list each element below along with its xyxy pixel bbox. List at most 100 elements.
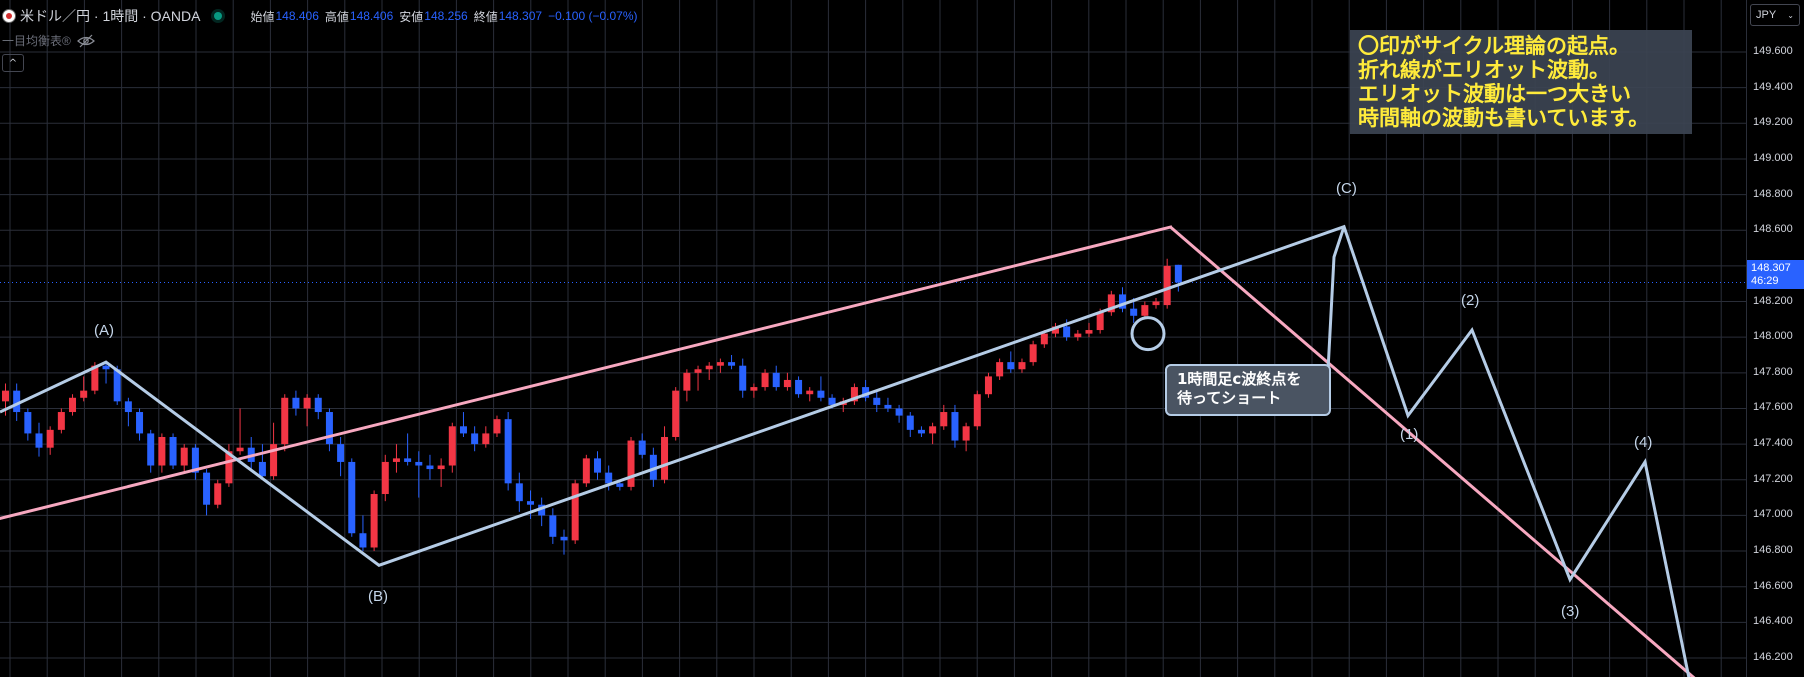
candle-body [694, 369, 702, 373]
candle-body [57, 412, 65, 430]
candle-body [750, 387, 758, 391]
candle-body [225, 451, 233, 484]
candles [2, 258, 1182, 555]
candle-body [493, 419, 501, 434]
candle-body [1029, 344, 1037, 363]
candle-body [906, 415, 914, 430]
wave-label-2: (2) [1461, 292, 1480, 309]
candle-body [605, 472, 613, 484]
price-tick-label: 146.600 [1753, 579, 1793, 592]
candle-body [1174, 264, 1182, 283]
indicator-name[interactable]: 一目均衡表® [2, 34, 71, 48]
candle-body [292, 397, 300, 409]
candle-body [314, 397, 322, 413]
candle-body [482, 433, 490, 445]
candle-body [504, 419, 512, 484]
candle-body [203, 472, 211, 505]
candle-body [136, 412, 144, 434]
candle-body [661, 436, 669, 480]
candle-body [147, 433, 155, 466]
cycle-start-circle [1130, 316, 1166, 352]
candle-body [392, 458, 400, 462]
currency-selector[interactable]: JPY ⌄ [1750, 4, 1800, 26]
candle-body [303, 397, 311, 409]
wave-label-3: (3) [1561, 603, 1580, 620]
indicator-legend[interactable]: 一目均衡表® [2, 32, 95, 49]
chart-area[interactable]: 米ドル／円 · 1時間 · OANDA 始値 148.406 高値 148.406 … [0, 0, 1746, 677]
candle-body [1040, 333, 1048, 345]
candle-body [1007, 362, 1015, 370]
candle-body [80, 390, 88, 398]
eye-off-icon[interactable] [76, 34, 95, 48]
candle-body [124, 401, 132, 413]
symbol-legend[interactable]: 米ドル／円 · 1時間 · OANDA 始値 148.406 高値 148.406 … [2, 6, 638, 26]
callout-note[interactable]: 1時間足c波終点を 待ってショート [1165, 364, 1331, 416]
pink-channel-line [0, 225, 1173, 521]
candle-body [381, 461, 389, 495]
price-tick-label: 148.600 [1753, 223, 1793, 236]
price-tick-label: 149.600 [1753, 45, 1793, 57]
candle-body [415, 461, 423, 466]
wave-label-A: (A) [94, 322, 114, 339]
candle-body [13, 390, 21, 413]
chevron-up-icon: ^ [8, 57, 18, 69]
candle-body [180, 447, 188, 466]
candle-body [404, 458, 412, 462]
candle-body [1096, 312, 1104, 331]
candle-body [46, 429, 54, 448]
close-value: 148.307 [498, 9, 543, 23]
candle-body [35, 433, 43, 448]
market-status-icon[interactable] [214, 12, 223, 20]
note-line: エリオット波動は一つ大きい [1358, 82, 1631, 106]
low-value: 148.256 [424, 9, 468, 23]
price-axis[interactable]: 149.600 149.400 149.200 149.000 148.800 148.6… [1746, 0, 1804, 677]
candle-body [370, 494, 378, 548]
price-tick-label: 148.800 [1753, 187, 1793, 200]
candle-body [2, 390, 9, 402]
candle-body [459, 426, 467, 434]
candle-body [683, 372, 691, 391]
candle-body [471, 433, 479, 445]
price-tick-label: 147.400 [1753, 437, 1793, 450]
wave-label-B: (B) [368, 588, 388, 605]
candle-body [705, 365, 713, 370]
candle-body [437, 465, 445, 470]
open-label: 始値 [250, 9, 275, 24]
collapse-legend-button[interactable]: ^ [2, 54, 24, 72]
note-line: 〇印がサイクル理論の起点。 [1358, 34, 1630, 58]
callout-line: 待ってショート [1177, 389, 1282, 407]
note-line: 時間軸の波動も書いています。 [1358, 106, 1650, 130]
candle-body [962, 426, 970, 441]
candle-body [1119, 294, 1126, 309]
change-value: −0.100 (−0.07%) [548, 9, 638, 23]
candle-body [91, 365, 99, 391]
candle-body [917, 429, 925, 434]
wave-label-C: (C) [1336, 180, 1357, 197]
candle-body [571, 483, 579, 541]
candle-body [940, 412, 948, 427]
candle-body [984, 376, 992, 395]
low-label: 安値 [399, 9, 424, 24]
symbol-title[interactable]: 米ドル／円 · 1時間 · OANDA [20, 8, 201, 24]
candle-body [1074, 333, 1082, 338]
candle-body [1141, 305, 1149, 316]
candle-body [739, 365, 747, 391]
candle-body [1130, 308, 1138, 316]
candle-body [772, 372, 780, 388]
candle-body [515, 483, 523, 502]
candle-body [359, 533, 367, 548]
candle-body [102, 365, 110, 370]
elliott-wave-line [0, 224, 1691, 677]
candle-body [191, 447, 199, 473]
candle-body [728, 362, 736, 366]
annotation-note[interactable]: 〇印がサイクル理論の起点。 折れ線がエリオット波動。 エリオット波動は一つ大きい… [1350, 30, 1692, 134]
candle-body [817, 390, 825, 398]
candle-body [1163, 265, 1171, 306]
price-tick-label: 148.000 [1753, 330, 1793, 343]
price-tick-label: 147.800 [1753, 365, 1793, 378]
open-value: 148.406 [275, 9, 319, 23]
candle-body [627, 440, 635, 487]
wave-label-1: (1) [1400, 426, 1419, 443]
price-tick-label: 147.200 [1753, 472, 1793, 485]
price-tick-label: 149.200 [1753, 116, 1793, 129]
